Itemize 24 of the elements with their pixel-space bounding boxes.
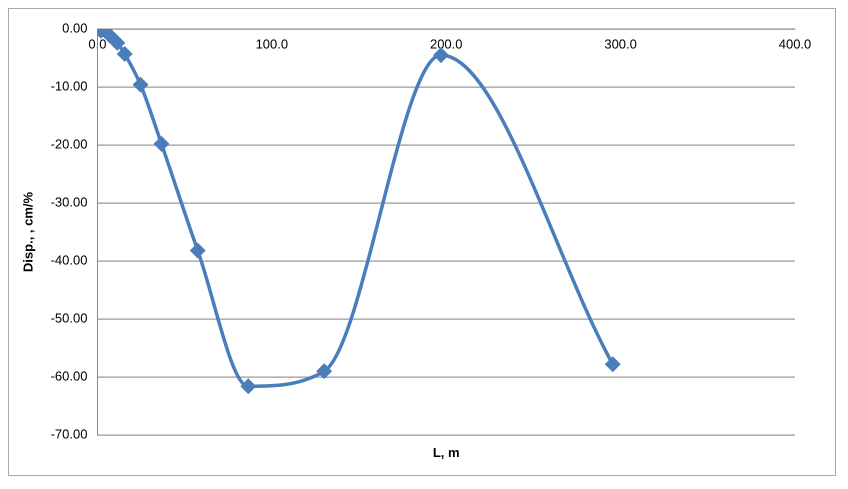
x-tick-label: 100.0	[256, 36, 288, 52]
y-tick-label: -10.00	[50, 78, 88, 94]
point	[241, 379, 256, 394]
y-tick-label: 0.00	[62, 20, 88, 36]
point	[117, 46, 132, 62]
point	[110, 36, 125, 50]
y-axis-title: Disp., , cm/%	[20, 191, 36, 272]
point	[606, 356, 620, 372]
point	[316, 364, 332, 378]
point	[190, 243, 205, 258]
point	[154, 136, 169, 152]
y-tick-label: -60.00	[50, 368, 88, 384]
x-tick-label: 400.0	[778, 36, 812, 52]
y-tick-label: -40.00	[50, 252, 88, 268]
x-axis-title: L, m	[432, 445, 460, 460]
y-tick-label: -70.00	[50, 426, 88, 442]
x-tick-label: 0.0	[88, 36, 106, 52]
y-tick-label: -20.00	[50, 136, 88, 152]
point	[133, 77, 148, 92]
point	[434, 48, 448, 62]
y-tick-label: -50.00	[50, 310, 88, 326]
y-tick-label: -30.00	[50, 194, 88, 210]
x-tick-label: 200.0	[430, 36, 463, 52]
x-tick-label: 300.0	[604, 36, 637, 52]
